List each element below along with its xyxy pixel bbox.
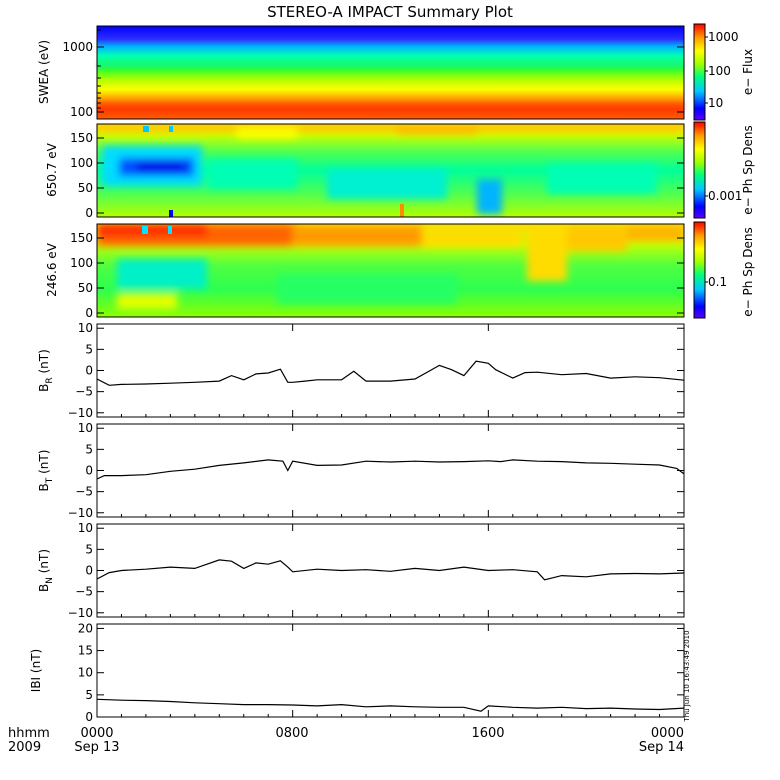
pa246-yticks xyxy=(97,237,684,314)
x-axis-labels: hhmm 0000 0800 1600 0000 2009 Sep 13 Sep… xyxy=(8,726,684,755)
bn-ytick-label: 10 xyxy=(78,521,93,535)
pa650-ytick-label: 100 xyxy=(70,156,93,170)
bmag-ytick-label: 15 xyxy=(78,644,93,658)
bmag-frame xyxy=(96,623,685,718)
pa650-ylabel: 650.7 eV xyxy=(45,142,59,197)
pa650-spectrogram xyxy=(97,124,684,217)
pa246-ytick-label: 150 xyxy=(70,231,93,245)
br-ylabel: BR (nT) xyxy=(37,349,55,392)
pa650-ytick-label: 0 xyxy=(85,206,93,220)
bt-ytick-label: 10 xyxy=(78,421,93,435)
plot-title: STEREO-A IMPACT Summary Plot xyxy=(267,3,513,21)
bt-series-line xyxy=(96,459,685,480)
x-tick-label: 1600 xyxy=(471,726,504,741)
pa246-ytick-label: 100 xyxy=(70,256,93,270)
br-series-line xyxy=(96,360,685,386)
br-ytick-label: 10 xyxy=(78,321,93,335)
swea-colorbar-tick: 100 xyxy=(708,64,731,78)
bt-panel: 10 5 0 −5 −10 BT (nT) xyxy=(37,421,685,520)
pa650-colorbar-label: e− Ph Sp Dens xyxy=(741,125,755,214)
swea-yticks xyxy=(97,29,684,113)
pa246-panel: 150 100 50 0 246.6 eV 0.1 e− Ph Sp Dens xyxy=(45,221,755,320)
bn-ytick-label: −10 xyxy=(68,606,93,620)
br-ytick-label: −10 xyxy=(68,406,93,420)
br-frame xyxy=(96,323,685,418)
br-ytick-label: −5 xyxy=(75,385,93,399)
swea-ytick-label: 100 xyxy=(70,105,93,119)
swea-ytick-label: 1000 xyxy=(62,40,93,54)
x-tick-label: 0000 xyxy=(651,726,684,741)
bmag-panel: 20 15 10 5 0 IBI (nT) xyxy=(29,621,685,724)
x-axis-year-label: 2009 xyxy=(8,740,41,755)
x-date-label: Sep 14 xyxy=(639,740,684,755)
br-ytick-label: 0 xyxy=(85,364,93,378)
bt-ytick-label: −5 xyxy=(75,485,93,499)
swea-colorbar-tick: 10 xyxy=(708,96,723,110)
generation-timestamp: Thu Jun 10 16:43:49 2010 xyxy=(683,630,691,722)
br-ytick-label: 5 xyxy=(85,342,93,356)
pa246-colorbar-label: e− Ph Sp Dens xyxy=(741,227,755,316)
bn-panel: 10 5 0 −5 −10 BN (nT) xyxy=(37,521,685,620)
bn-series-line xyxy=(96,559,685,581)
bn-ytick-label: −5 xyxy=(75,585,93,599)
bmag-ytick-label: 10 xyxy=(78,666,93,680)
bn-frame xyxy=(96,523,685,618)
bn-ylabel: BN (nT) xyxy=(37,549,55,592)
pa650-panel: 150 100 50 0 650.7 eV 0.001 e− Ph Sp Den… xyxy=(45,121,755,220)
bn-ytick-label: 0 xyxy=(85,564,93,578)
x-tick-label: 0800 xyxy=(275,726,308,741)
bt-ytick-label: 0 xyxy=(85,464,93,478)
swea-colorbar xyxy=(693,23,706,121)
swea-colorbar-label: e− Flux xyxy=(741,49,755,95)
swea-texture xyxy=(97,62,684,110)
swea-ylabel: SWEA (eV) xyxy=(37,40,51,104)
bt-ytick-label: 5 xyxy=(85,442,93,456)
pa246-spectrogram xyxy=(97,224,684,317)
pa246-colorbar xyxy=(693,221,706,319)
x-date-label: Sep 13 xyxy=(74,740,119,755)
swea-colorbar-tick: 1000 xyxy=(708,30,739,44)
bt-ytick-label: −10 xyxy=(68,506,93,520)
bt-ylabel: BT (nT) xyxy=(37,450,55,492)
magnetic-field-panels: 10 5 0 −5 −10 BR (nT) 10 5 0 −5 −10 BT (nT) 10 5 0 −5 −1… xyxy=(29,321,685,724)
bmag-ytick-label: 5 xyxy=(85,688,93,702)
x-tick-label: 0000 xyxy=(80,726,113,741)
swea-frame xyxy=(96,25,685,120)
bn-ytick-label: 5 xyxy=(85,542,93,556)
swea-panel: 1000 100 SWEA (eV) 1000 100 10 e− Flux xyxy=(37,23,755,121)
pa650-colorbar xyxy=(693,121,706,219)
pa246-ytick-label: 0 xyxy=(85,306,93,320)
pa246-ylabel: 246.6 eV xyxy=(45,242,59,297)
bmag-ytick-label: 20 xyxy=(78,621,93,635)
pa650-ytick-label: 50 xyxy=(78,181,93,195)
pa246-colorbar-tick: 0.1 xyxy=(708,275,727,289)
pa650-colorbar-tick: 0.001 xyxy=(708,189,742,203)
pa246-ytick-label: 50 xyxy=(78,281,93,295)
bmag-series-line xyxy=(96,698,685,712)
pa650-yticks xyxy=(97,137,684,214)
bmag-ylabel: IBI (nT) xyxy=(29,649,43,692)
pa650-ytick-label: 150 xyxy=(70,131,93,145)
pa246-frame xyxy=(96,223,685,318)
x-axis-unit-label: hhmm xyxy=(8,726,50,741)
bmag-ytick-label: 0 xyxy=(85,710,93,724)
pa650-frame xyxy=(96,123,685,218)
swea-colorbar-ticks xyxy=(705,36,708,104)
br-panel: 10 5 0 −5 −10 BR (nT) xyxy=(37,321,685,420)
